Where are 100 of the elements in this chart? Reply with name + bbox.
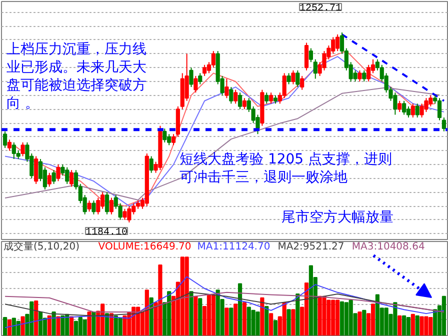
- candlestick: [282, 72, 286, 99]
- candlestick: [402, 100, 406, 116]
- candlestick: [104, 192, 110, 215]
- candlestick: [437, 98, 442, 121]
- candlestick: [406, 106, 411, 118]
- annotation: 短线大盘考验 1205 点支撑，进则可冲击千三，退则一败涂地: [180, 152, 392, 186]
- bar: [224, 308, 229, 336]
- text: 1184.10: [86, 228, 128, 238]
- bar: [260, 297, 264, 336]
- bar: [194, 296, 198, 336]
- bar: [291, 309, 296, 336]
- candlestick: [224, 78, 229, 99]
- bar: [109, 313, 114, 336]
- candlestick: [162, 128, 167, 143]
- candlestick: [122, 208, 127, 220]
- bar: [340, 301, 344, 336]
- bar: [92, 312, 96, 336]
- bar: [69, 316, 74, 336]
- bar: [60, 315, 65, 336]
- bar: [34, 300, 38, 336]
- bar: [375, 294, 380, 336]
- candlestick: [87, 200, 92, 212]
- candlestick: [2, 130, 8, 148]
- candlestick: [366, 64, 371, 82]
- candlestick: [308, 48, 314, 63]
- candlestick: [269, 92, 274, 104]
- candlestick: [442, 116, 446, 132]
- bar: [198, 298, 202, 336]
- candlestick: [234, 89, 238, 104]
- bar: [415, 315, 420, 336]
- candlestick: [149, 156, 154, 174]
- candlestick: [34, 156, 38, 184]
- candlestick: [358, 70, 362, 82]
- candlestick: [238, 92, 242, 110]
- bar: [184, 256, 189, 336]
- bar: [144, 290, 149, 336]
- candlestick: [52, 170, 56, 184]
- candlestick: [286, 72, 291, 85]
- candlestick: [415, 103, 420, 118]
- bar: [296, 293, 300, 336]
- annotation: 尾市空方大幅放量: [282, 210, 394, 226]
- bar: [362, 310, 366, 336]
- bar: [149, 297, 154, 336]
- bar: [2, 316, 8, 336]
- candlestick: [300, 75, 304, 90]
- bar: [189, 291, 194, 336]
- bar: [206, 294, 212, 336]
- bar: [74, 320, 78, 336]
- text: 1252.71: [300, 4, 342, 14]
- candlestick: [211, 50, 216, 68]
- bar: [52, 312, 56, 336]
- bar: [82, 319, 87, 336]
- candlestick: [242, 98, 246, 110]
- annotation: 上档压力沉重，压力线业已形成。未来几天大盘可能被迫选择突破方向 。: [6, 42, 146, 112]
- bar: [433, 309, 438, 336]
- candlestick: [304, 42, 309, 71]
- bar: [211, 294, 216, 336]
- bar: [256, 312, 260, 336]
- candlestick: [398, 100, 402, 112]
- candlestick: [264, 92, 269, 104]
- candlestick: [229, 86, 234, 104]
- bar: [406, 316, 411, 336]
- candlestick: [96, 197, 100, 215]
- candlestick: [362, 70, 366, 82]
- bar: [234, 304, 238, 336]
- candlestick: [313, 58, 318, 80]
- candlestick: [410, 103, 415, 118]
- text: MA3:10408.64: [352, 242, 425, 252]
- bar: [47, 315, 52, 336]
- candlestick: [92, 200, 96, 215]
- bar: [402, 315, 406, 336]
- bar: [370, 304, 376, 336]
- candlestick: [291, 70, 296, 85]
- bar: [442, 296, 446, 336]
- bar: [308, 265, 314, 336]
- candlestick: [198, 72, 202, 85]
- text: MA1:11124.70: [197, 242, 270, 252]
- bar: [358, 312, 362, 336]
- text: MA2:9521.27: [278, 242, 344, 252]
- candlestick: [189, 67, 194, 88]
- candlestick: [56, 164, 60, 182]
- candlestick: [7, 139, 12, 152]
- bar: [269, 313, 274, 336]
- candlestick: [202, 64, 207, 76]
- bar: [122, 315, 127, 336]
- bar: [304, 282, 309, 336]
- bar: [7, 319, 12, 336]
- bar: [20, 316, 25, 336]
- bar: [104, 313, 110, 336]
- candlestick: [109, 197, 114, 215]
- bar: [282, 302, 286, 336]
- candlestick: [171, 134, 176, 146]
- bar: [16, 320, 20, 336]
- bar: [398, 315, 402, 336]
- candlestick: [296, 70, 300, 88]
- bar: [56, 316, 60, 336]
- bar: [286, 309, 291, 336]
- bar: [264, 306, 269, 336]
- candlestick: [194, 75, 198, 94]
- candlestick: [20, 142, 25, 157]
